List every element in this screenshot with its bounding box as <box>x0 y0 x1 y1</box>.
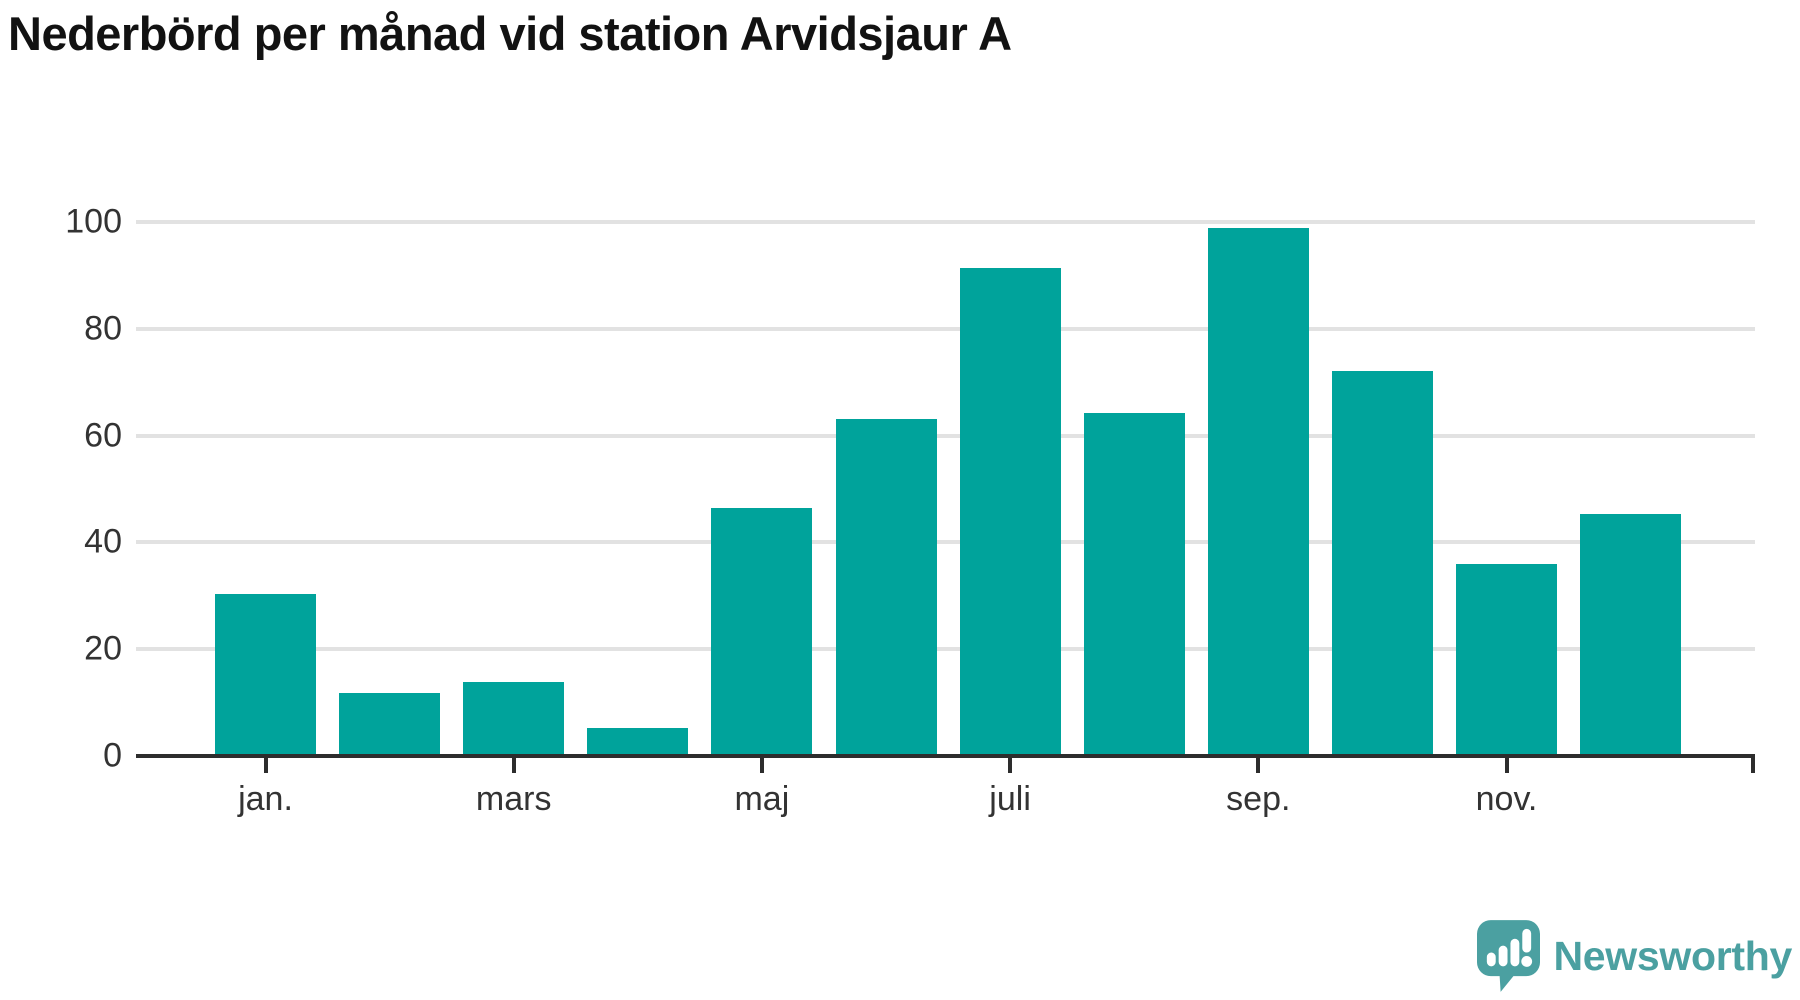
x-axis-tick-maj <box>759 758 764 773</box>
bar-dec <box>1580 513 1682 756</box>
bar-sep <box>1207 227 1309 756</box>
bar-okt <box>1331 370 1433 756</box>
bar-juli <box>959 268 1061 756</box>
y-gridline-60 <box>136 433 1755 438</box>
newsworthy-logo-text: Newsworthy <box>1553 932 1793 979</box>
bar-jan <box>215 593 316 756</box>
y-axis-tick-label-0: 0 <box>103 736 122 775</box>
x-axis-tick-label-jan: jan. <box>238 780 293 818</box>
bar-nov <box>1456 564 1557 756</box>
y-axis-tick-label-20: 20 <box>84 629 122 668</box>
bar-mars <box>463 682 565 756</box>
y-axis-tick-label-40: 40 <box>84 522 122 561</box>
bar-apr <box>587 728 689 756</box>
y-gridline-80 <box>136 326 1755 331</box>
y-gridline-40 <box>136 540 1755 545</box>
bar-juni <box>835 418 937 756</box>
x-axis-line <box>136 754 1755 758</box>
y-gridline-100 <box>136 220 1755 224</box>
y-axis-tick-label-100: 100 <box>65 202 122 241</box>
x-axis-tick-sep <box>1256 758 1261 773</box>
y-gridline-20 <box>136 647 1755 652</box>
newsworthy-logo-icon <box>1476 920 1540 992</box>
x-axis-tick-label-mars: mars <box>475 780 552 818</box>
x-axis-tick-juli <box>1008 758 1013 773</box>
x-axis-tick-label-juli: juli <box>989 780 1031 818</box>
x-axis-tick-jan <box>263 758 268 773</box>
bar-aug <box>1083 412 1185 756</box>
y-axis-tick-label-60: 60 <box>84 416 122 455</box>
x-axis-tick-label-maj: maj <box>734 780 790 818</box>
x-axis-tick-mars <box>511 758 516 773</box>
x-axis-tick-label-sep: sep. <box>1226 780 1291 818</box>
bar-feb <box>339 692 441 756</box>
newsworthy-logo: Newsworthy <box>1476 920 1793 992</box>
chart-title: Nederbörd per månad vid station Arvidsja… <box>8 7 1012 60</box>
x-axis-tick-label-nov: nov. <box>1475 780 1538 818</box>
x-axis-end-tick <box>1751 758 1755 773</box>
bar-maj <box>711 508 813 756</box>
y-axis-tick-label-80: 80 <box>84 309 122 348</box>
x-axis-tick-nov <box>1504 758 1509 773</box>
